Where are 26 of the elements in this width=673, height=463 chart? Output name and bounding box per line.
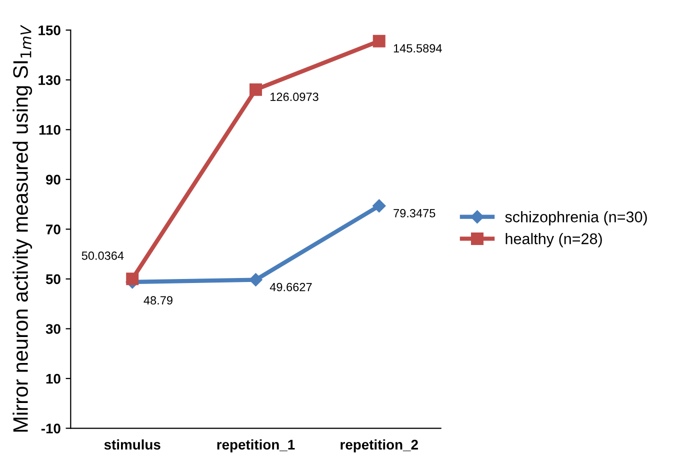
y-tick-label: -10 [41,424,60,434]
y-tick-label: 50 [46,274,60,284]
point [372,199,386,213]
point [249,83,262,96]
x-tick-label: repetition_1 [217,439,295,452]
data-label: 145.5894 [394,44,442,53]
data-label: 50.0364 [82,252,124,260]
x-tick-label: stimulus [104,439,160,450]
point [249,273,262,286]
data-label: 48.79 [144,296,172,305]
data-label: 49.6627 [270,282,312,292]
point [372,34,386,48]
y-tick-label: 30 [46,324,60,334]
y-tick-label: 130 [38,75,60,86]
y-tick-label: 150 [38,25,60,36]
y-tick-label: 10 [46,374,60,384]
legend-label: schizophrenia (n=30) [505,211,647,226]
y-tick-label: 70 [46,224,60,234]
point [126,272,139,286]
data-label: 126.0973 [270,92,318,102]
legend-label: healthy (n=28) [506,233,602,248]
y-axis-title: Mirror neuron activity measured using SI$_{1mV}$ [12,24,32,432]
y-tick-label: 90 [46,174,60,185]
x-tick-label: repetition_2 [340,439,418,452]
data-label: 79.3475 [394,209,436,218]
y-tick-label: 110 [39,124,60,135]
